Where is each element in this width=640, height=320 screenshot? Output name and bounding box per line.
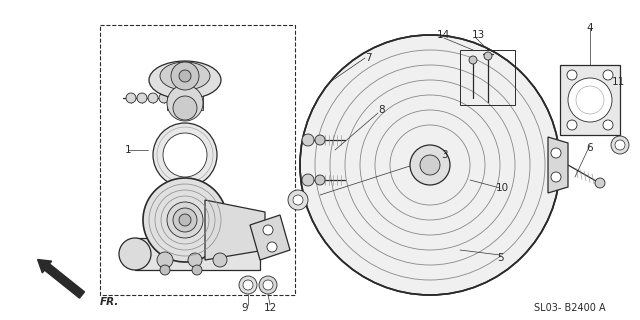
Circle shape bbox=[469, 56, 477, 64]
Circle shape bbox=[179, 214, 191, 226]
Circle shape bbox=[188, 253, 202, 267]
FancyArrow shape bbox=[38, 260, 84, 298]
Text: 1: 1 bbox=[125, 145, 131, 155]
Circle shape bbox=[126, 93, 136, 103]
Circle shape bbox=[293, 195, 303, 205]
Circle shape bbox=[243, 280, 253, 290]
Circle shape bbox=[420, 155, 440, 175]
Circle shape bbox=[173, 208, 197, 232]
Circle shape bbox=[153, 123, 217, 187]
Text: 8: 8 bbox=[379, 105, 385, 115]
Circle shape bbox=[315, 175, 325, 185]
Circle shape bbox=[567, 70, 577, 80]
Circle shape bbox=[615, 140, 625, 150]
Circle shape bbox=[160, 265, 170, 275]
Circle shape bbox=[157, 252, 173, 268]
Text: 4: 4 bbox=[587, 23, 593, 33]
Polygon shape bbox=[135, 238, 260, 270]
Circle shape bbox=[300, 35, 560, 295]
Polygon shape bbox=[548, 137, 568, 193]
Circle shape bbox=[239, 276, 257, 294]
Bar bbox=[560, 65, 620, 135]
Text: 3: 3 bbox=[441, 150, 447, 160]
Circle shape bbox=[173, 96, 197, 120]
Circle shape bbox=[484, 52, 492, 60]
Text: 6: 6 bbox=[587, 143, 593, 153]
Circle shape bbox=[163, 133, 207, 177]
Text: 2: 2 bbox=[550, 150, 557, 160]
Circle shape bbox=[567, 120, 577, 130]
Circle shape bbox=[568, 78, 612, 122]
Text: 14: 14 bbox=[436, 30, 450, 40]
Text: 10: 10 bbox=[495, 183, 509, 193]
Circle shape bbox=[259, 276, 277, 294]
Circle shape bbox=[611, 136, 629, 154]
Circle shape bbox=[263, 280, 273, 290]
Circle shape bbox=[171, 62, 199, 90]
Circle shape bbox=[148, 93, 158, 103]
Circle shape bbox=[410, 145, 450, 185]
Circle shape bbox=[167, 202, 203, 238]
Circle shape bbox=[551, 148, 561, 158]
Text: 7: 7 bbox=[365, 53, 371, 63]
Circle shape bbox=[263, 225, 273, 235]
Ellipse shape bbox=[149, 61, 221, 99]
Text: FR.: FR. bbox=[100, 297, 120, 307]
Circle shape bbox=[137, 93, 147, 103]
Circle shape bbox=[192, 265, 202, 275]
Circle shape bbox=[302, 174, 314, 186]
Circle shape bbox=[213, 253, 227, 267]
Circle shape bbox=[143, 178, 227, 262]
Circle shape bbox=[315, 135, 325, 145]
Circle shape bbox=[603, 70, 613, 80]
Circle shape bbox=[179, 70, 191, 82]
Circle shape bbox=[302, 134, 314, 146]
Text: 5: 5 bbox=[497, 253, 503, 263]
Text: 12: 12 bbox=[264, 303, 276, 313]
Circle shape bbox=[595, 178, 605, 188]
Circle shape bbox=[119, 238, 151, 270]
Bar bbox=[460, 50, 515, 105]
Circle shape bbox=[551, 172, 561, 182]
Circle shape bbox=[603, 120, 613, 130]
Text: 9: 9 bbox=[242, 303, 248, 313]
Text: 11: 11 bbox=[611, 77, 625, 87]
Circle shape bbox=[159, 93, 169, 103]
Circle shape bbox=[267, 242, 277, 252]
Ellipse shape bbox=[160, 62, 210, 90]
Text: 13: 13 bbox=[472, 30, 484, 40]
Circle shape bbox=[167, 85, 203, 121]
Bar bbox=[167, 96, 203, 110]
Circle shape bbox=[288, 190, 308, 210]
Polygon shape bbox=[205, 200, 265, 260]
Bar bbox=[100, 25, 295, 295]
Polygon shape bbox=[250, 215, 290, 260]
Text: SL03- B2400 A: SL03- B2400 A bbox=[534, 303, 606, 313]
